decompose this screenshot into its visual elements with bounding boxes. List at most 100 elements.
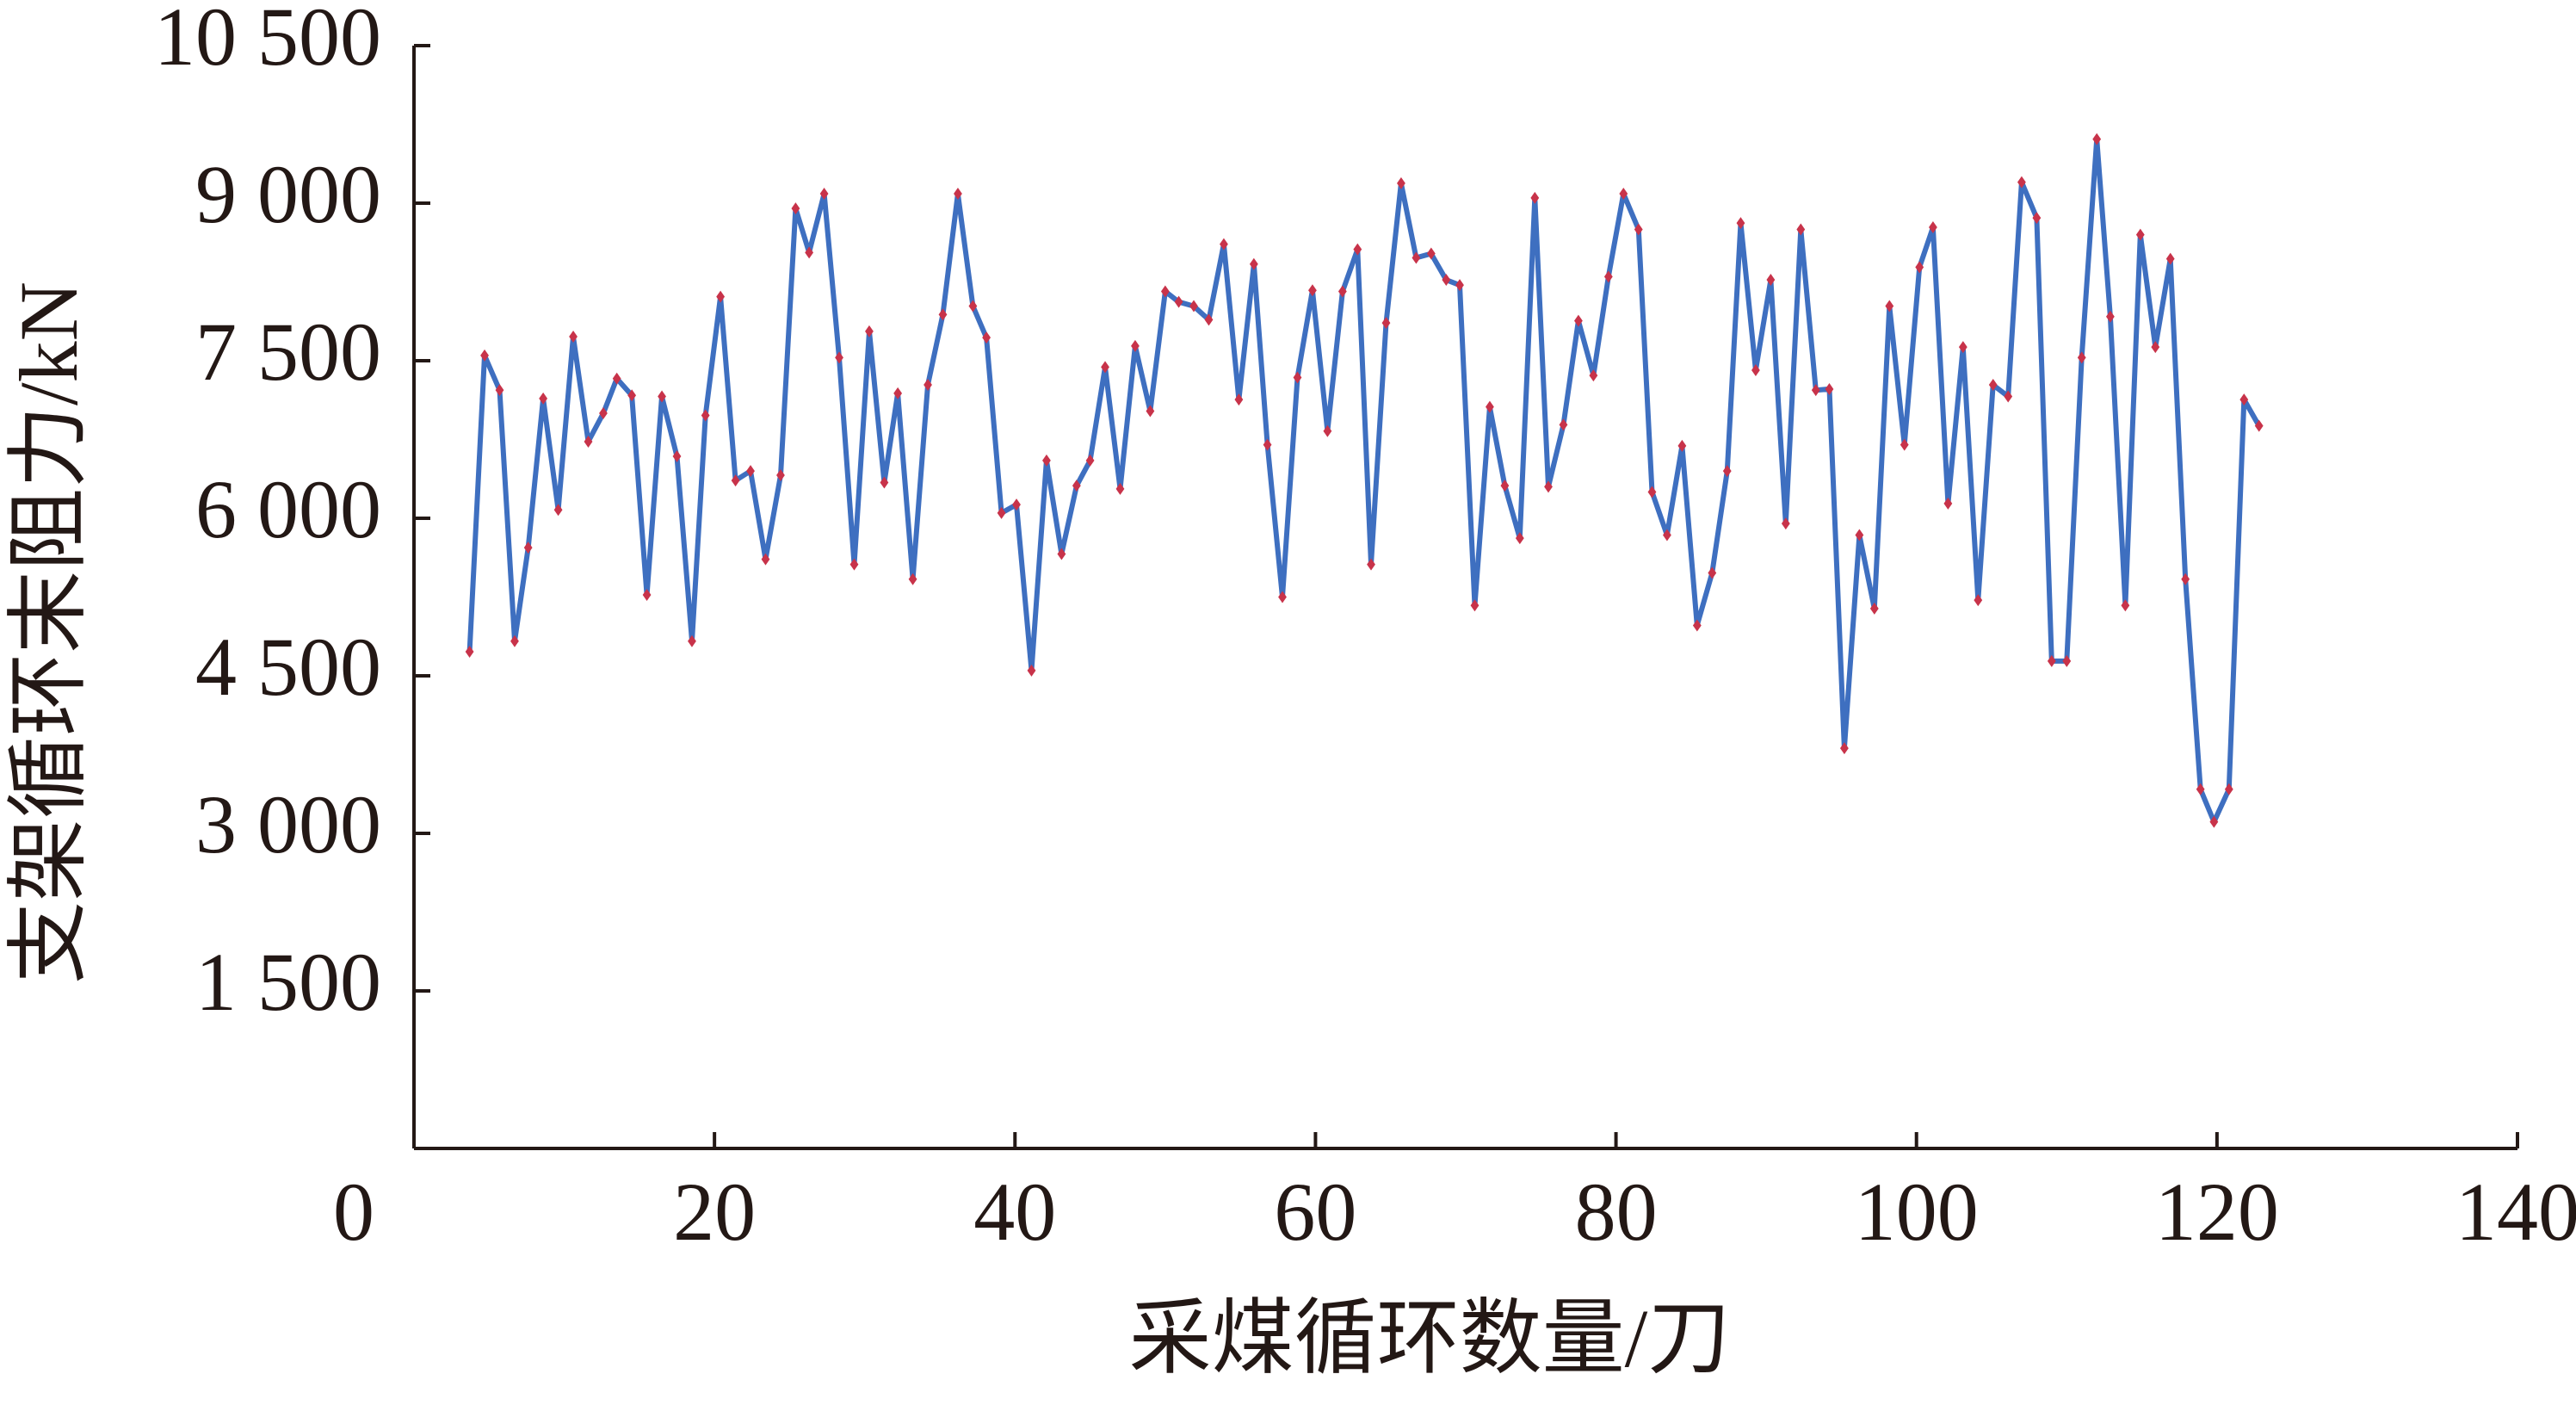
series-line bbox=[466, 136, 2262, 825]
data-point bbox=[1647, 486, 1657, 498]
x-axis-title: 采煤循环数量/刀 bbox=[1129, 1292, 1731, 1384]
data-point bbox=[1574, 314, 1583, 327]
data-point bbox=[716, 290, 726, 303]
data-point bbox=[1174, 295, 1183, 308]
data-point bbox=[1131, 339, 1140, 352]
data-point bbox=[1397, 176, 1405, 189]
data-point bbox=[1101, 361, 1109, 374]
data-point bbox=[523, 542, 533, 554]
data-point bbox=[1988, 379, 1998, 392]
data-point bbox=[2151, 341, 2160, 354]
data-point bbox=[2165, 252, 2175, 265]
data-point bbox=[1900, 438, 1909, 451]
data-point bbox=[642, 589, 652, 602]
data-point bbox=[510, 634, 519, 647]
data-point bbox=[1072, 480, 1081, 492]
data-point bbox=[480, 349, 489, 362]
data-point bbox=[1042, 454, 1051, 467]
data-point bbox=[1603, 270, 1613, 283]
data-point bbox=[1736, 217, 1745, 230]
data-point bbox=[761, 553, 770, 566]
data-point bbox=[1766, 274, 1776, 287]
data-point bbox=[1353, 243, 1362, 256]
data-point bbox=[1057, 548, 1066, 560]
data-point bbox=[539, 392, 548, 405]
data-point bbox=[465, 645, 474, 658]
data-point bbox=[1825, 382, 1834, 395]
data-point bbox=[1619, 188, 1628, 201]
data-point bbox=[1559, 418, 1568, 431]
data-point bbox=[1589, 369, 1598, 382]
data-point bbox=[776, 468, 785, 481]
data-point bbox=[1530, 191, 1540, 204]
data-point bbox=[701, 409, 710, 422]
data-point bbox=[1943, 497, 1953, 510]
data-point bbox=[1708, 566, 1717, 579]
data-point bbox=[819, 188, 829, 201]
data-point bbox=[2135, 228, 2145, 241]
data-point bbox=[1722, 465, 1732, 478]
data-point bbox=[835, 351, 843, 364]
y-tick-label: 6 000 bbox=[195, 463, 381, 555]
x-tick-label: 20 bbox=[673, 1166, 756, 1258]
x-tick-label: 80 bbox=[1575, 1166, 1658, 1258]
data-point bbox=[2254, 419, 2264, 432]
data-point bbox=[495, 384, 504, 397]
data-point bbox=[1855, 529, 1864, 542]
data-point bbox=[1293, 371, 1302, 384]
data-point bbox=[1915, 261, 1924, 274]
data-point bbox=[1544, 480, 1553, 493]
data-point bbox=[1115, 482, 1125, 495]
data-point bbox=[968, 300, 978, 313]
data-point bbox=[805, 246, 814, 259]
data-point bbox=[627, 389, 637, 402]
data-point bbox=[1249, 257, 1258, 270]
data-point bbox=[1234, 393, 1244, 406]
data-point bbox=[2032, 212, 2042, 225]
data-point bbox=[1515, 532, 1524, 545]
data-point bbox=[924, 379, 932, 392]
data-point bbox=[908, 573, 917, 585]
y-tick-label: 7 500 bbox=[195, 306, 381, 398]
data-point bbox=[1412, 251, 1421, 264]
data-point bbox=[612, 372, 621, 385]
data-point bbox=[599, 407, 608, 419]
data-point bbox=[791, 202, 800, 215]
data-point bbox=[1085, 454, 1095, 467]
data-point bbox=[2106, 310, 2115, 323]
data-point bbox=[672, 450, 682, 463]
data-point bbox=[569, 330, 578, 343]
data-point bbox=[1381, 317, 1391, 330]
x-tick-label: 40 bbox=[973, 1166, 1056, 1258]
data-point bbox=[880, 476, 889, 489]
data-point bbox=[1323, 424, 1332, 437]
data-point bbox=[1455, 279, 1464, 292]
data-point bbox=[1500, 480, 1510, 492]
data-point bbox=[688, 634, 696, 647]
data-point bbox=[1263, 438, 1272, 451]
y-tick-label: 3 000 bbox=[195, 778, 381, 870]
data-point bbox=[1308, 284, 1317, 297]
data-point bbox=[893, 387, 903, 399]
data-point bbox=[2062, 654, 2072, 667]
data-point bbox=[1442, 274, 1451, 287]
data-point bbox=[865, 325, 874, 337]
data-point bbox=[2047, 654, 2056, 667]
data-point bbox=[2092, 133, 2102, 145]
data-point bbox=[2181, 573, 2190, 585]
data-point bbox=[1204, 313, 1214, 326]
data-point bbox=[1677, 439, 1687, 452]
data-point bbox=[1869, 602, 1879, 615]
data-point bbox=[731, 474, 740, 487]
y-axis-title: 支架循环末阻力/kN bbox=[3, 282, 95, 984]
data-point bbox=[1974, 594, 1983, 607]
x-tick-label: 60 bbox=[1274, 1166, 1356, 1258]
data-point bbox=[1189, 300, 1198, 313]
data-point bbox=[553, 504, 563, 517]
data-point bbox=[2196, 783, 2205, 795]
data-point bbox=[1367, 558, 1375, 571]
y-tick-label: 4 500 bbox=[195, 621, 381, 713]
data-point bbox=[2239, 393, 2249, 406]
y-tick-label: 10 500 bbox=[154, 0, 381, 83]
